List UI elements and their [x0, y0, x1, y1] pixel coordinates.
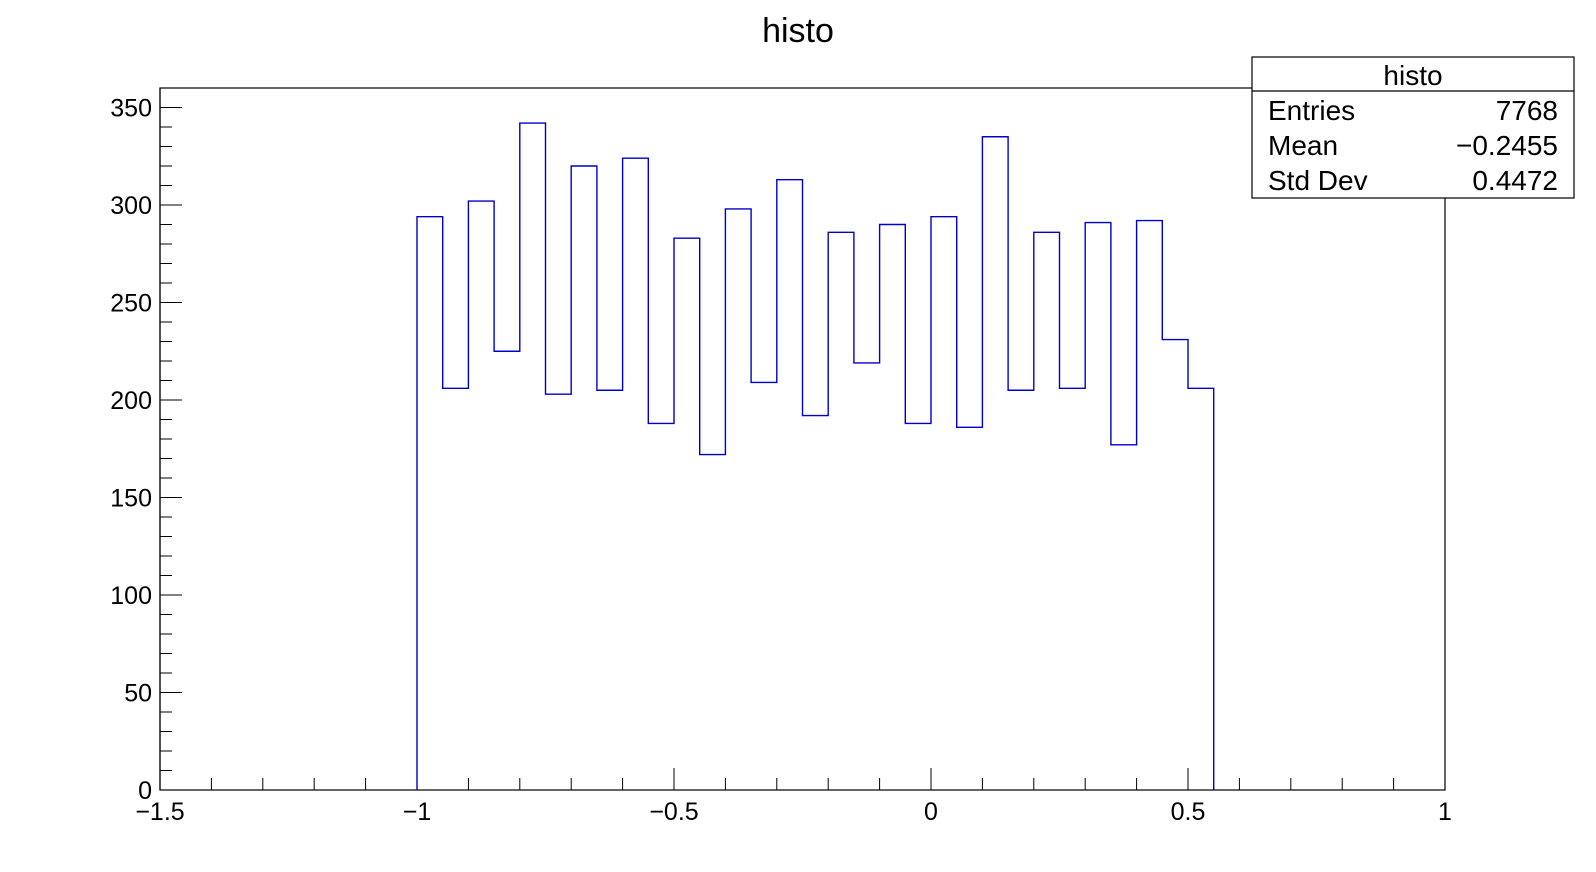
- x-tick-label: −0.5: [649, 798, 698, 826]
- x-tick-label: 1: [1438, 798, 1452, 826]
- histogram-bin: [957, 427, 983, 790]
- stats-box-frame: [1251, 56, 1575, 199]
- x-tick-label: −1: [403, 798, 432, 826]
- histogram-bin: [725, 209, 751, 790]
- histogram-bin: [982, 137, 1008, 790]
- stats-label-std-dev: Std Dev: [1268, 165, 1368, 196]
- x-axis: −1.5 −1 −0.5 0 0.5 1: [135, 768, 1452, 826]
- y-tick-label: 0: [138, 777, 152, 805]
- histogram-bin: [417, 217, 443, 790]
- histogram-bin: [674, 238, 700, 790]
- histogram-series: [416, 122, 1215, 791]
- histogram-bin: [1137, 221, 1163, 790]
- histogram-bin: [520, 123, 546, 790]
- y-tick-label: 350: [110, 95, 152, 123]
- histogram-outline: [416, 122, 1215, 790]
- x-tick-label: 0.5: [1171, 798, 1206, 826]
- histogram-bin: [880, 225, 906, 791]
- histogram-bin: [597, 390, 623, 790]
- histogram-bin: [828, 232, 854, 790]
- histogram-bin: [931, 217, 957, 790]
- histogram-bin: [1162, 340, 1188, 790]
- histogram-bin: [1188, 388, 1214, 790]
- histogram-bin: [1111, 445, 1137, 790]
- chart-title: histo: [762, 12, 834, 50]
- y-tick-label: 300: [110, 192, 152, 220]
- y-axis: 0 50 100 150 200 250 300 350: [110, 87, 182, 805]
- histogram-bin: [1008, 390, 1034, 790]
- histogram-bin: [443, 388, 469, 790]
- histogram-bin: [468, 201, 494, 790]
- y-tick-label: 150: [110, 485, 152, 513]
- histogram-bin: [546, 394, 572, 790]
- histogram-bin: [648, 423, 674, 790]
- y-tick-label: 50: [124, 680, 152, 708]
- histogram-bin: [1060, 388, 1086, 790]
- histogram-bin: [1085, 223, 1111, 790]
- stats-label-mean: Mean: [1268, 130, 1338, 161]
- y-tick-label: 200: [110, 387, 152, 415]
- histogram-bin: [751, 382, 777, 790]
- histogram-bin: [905, 423, 931, 790]
- histogram-bin: [494, 351, 520, 790]
- histogram-bin: [854, 363, 880, 790]
- y-tick-label: 100: [110, 582, 152, 610]
- stats-value-std-dev: 0.4472: [1472, 165, 1558, 196]
- x-tick-label: −1.5: [135, 798, 184, 826]
- x-tick-label: 0: [924, 798, 938, 826]
- histogram-bin: [571, 166, 597, 790]
- histogram-bin: [777, 180, 803, 790]
- histogram-bin: [1034, 232, 1060, 790]
- stats-label-entries: Entries: [1268, 95, 1355, 126]
- histogram-bin: [700, 455, 726, 790]
- stats-box-title: histo: [1383, 60, 1442, 91]
- y-tick-label: 250: [110, 290, 152, 318]
- stats-value-entries: 7768: [1496, 95, 1558, 126]
- histogram-bin: [803, 416, 829, 790]
- stats-value-mean: −0.2455: [1456, 130, 1558, 161]
- stats-box: histo Entries 7768 Mean −0.2455 Std Dev …: [1251, 56, 1575, 199]
- histogram-bin: [623, 158, 649, 790]
